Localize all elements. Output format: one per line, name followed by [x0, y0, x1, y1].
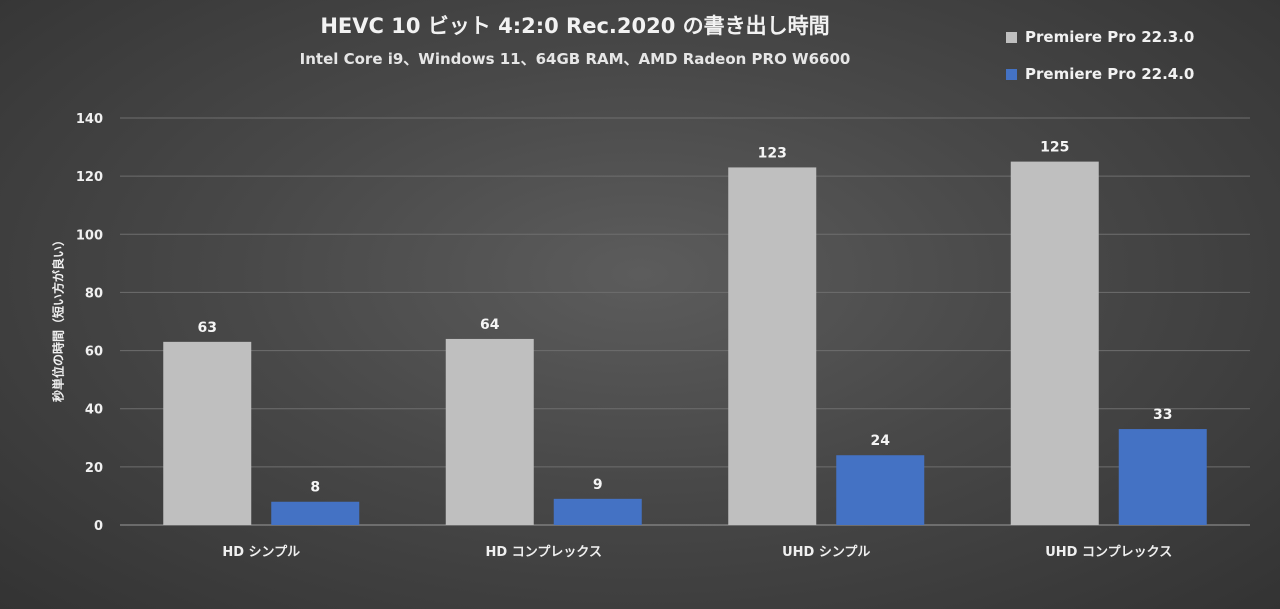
legend-label-series-0: Premiere Pro 22.3.0 — [1025, 28, 1195, 46]
chart-title: HEVC 10 ビット 4:2:0 Rec.2020 の書き出し時間 — [320, 14, 830, 38]
y-tick-label: 60 — [85, 345, 103, 360]
bar-series-1-0 — [271, 501, 360, 525]
y-tick-label: 120 — [76, 170, 103, 185]
data-label-series-0-3: 125 — [1040, 140, 1069, 156]
data-label-series-1-1: 9 — [593, 477, 603, 493]
data-label-series-0-2: 123 — [758, 145, 787, 161]
y-tick-label: 40 — [85, 403, 103, 418]
legend-item-series-0: Premiere Pro 22.3.0 — [1006, 26, 1194, 48]
x-category-label-3: UHD コンプレックス — [1045, 545, 1172, 560]
data-label-series-0-1: 64 — [480, 317, 500, 333]
data-label-series-1-0: 8 — [310, 480, 320, 496]
bar-series-1-1 — [553, 498, 642, 525]
data-label-series-1-2: 24 — [871, 433, 891, 449]
x-category-label-2: UHD シンプル — [782, 545, 870, 560]
bar-series-0-3 — [1010, 161, 1099, 525]
bar-series-0-1 — [445, 338, 534, 525]
chart-subtitle: Intel Core i9、Windows 11、64GB RAM、AMD Ra… — [299, 50, 851, 68]
y-tick-label: 0 — [94, 519, 103, 534]
legend: Premiere Pro 22.3.0 Premiere Pro 22.4.0 — [1006, 26, 1194, 100]
legend-swatch-series-1 — [1006, 68, 1017, 80]
y-tick-label: 20 — [85, 461, 103, 476]
y-tick-label: 100 — [76, 228, 103, 243]
legend-swatch-series-0 — [1006, 31, 1017, 43]
bar-series-1-3 — [1118, 429, 1207, 525]
x-category-label-0: HD シンプル — [222, 545, 300, 560]
legend-item-series-1: Premiere Pro 22.4.0 — [1006, 63, 1194, 85]
x-category-label-1: HD コンプレックス — [486, 545, 602, 560]
y-tick-label: 140 — [76, 112, 103, 127]
data-label-series-0-0: 63 — [198, 320, 217, 336]
data-label-series-1-3: 33 — [1153, 407, 1172, 423]
legend-label-series-1: Premiere Pro 22.4.0 — [1025, 65, 1195, 83]
y-tick-label: 80 — [85, 286, 103, 301]
bar-series-0-0 — [163, 341, 252, 525]
bar-series-0-2 — [728, 167, 817, 525]
bar-series-1-2 — [836, 455, 925, 525]
